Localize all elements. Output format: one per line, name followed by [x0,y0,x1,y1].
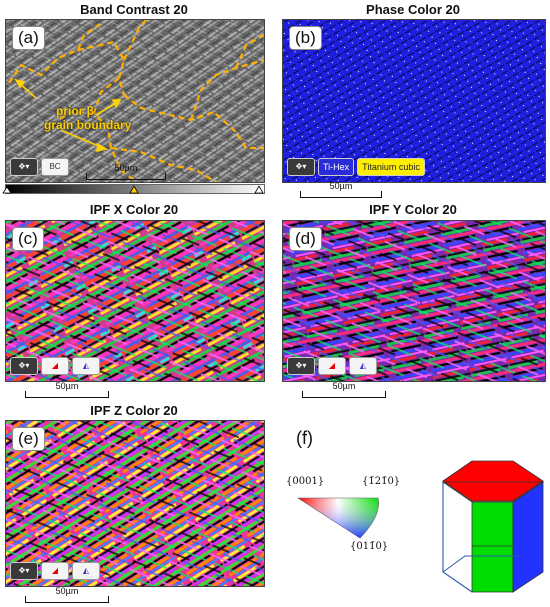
title-band-contrast: Band Contrast 20 [80,2,188,17]
phase-texture [283,20,545,182]
phase-ti-cubic-chip[interactable]: Titanium cubic [357,158,425,176]
toolbox-icon[interactable]: ✥▾ [287,357,315,375]
color-key-icon[interactable]: ◢ [41,357,69,375]
scale-bar-b: 50µm [300,181,382,198]
ipf-z-map: (e) ✥▾ ◢ ◭ [5,420,265,587]
label-0001: {0001} [286,476,325,487]
scale-label-a: 50µm [114,163,138,173]
phase-color-map: (b) ✥▾ Ti-Hex Titanium cubic [282,19,546,183]
ipf-y-texture [283,221,545,381]
toolbox-b: ✥▾ Ti-Hex Titanium cubic [287,158,425,176]
title-ipf-y: IPF Y Color 20 [369,202,457,217]
label-1210: {1̄21̄0} [362,476,401,487]
scale-bar-a: 50µm [86,163,166,180]
panel-letter-b: (b) [289,26,322,50]
band-contrast-texture [6,20,264,182]
scale-label-e: 50µm [55,586,79,596]
prior-beta-label: prior β grain boundary [44,104,131,132]
ipf-x-map: (c) ✥▾ ◢ ◭ [5,220,265,382]
scale-bar-e: 50µm [25,586,109,603]
panel-letter-f: (f) [296,428,313,448]
ipf-triangle-icon[interactable]: ◭ [349,357,377,375]
ipf-color-key [296,497,379,539]
toolbox-d: ✥▾ ◢ ◭ [287,357,377,375]
title-ipf-z: IPF Z Color 20 [90,403,178,418]
annotation-arrows [14,78,122,153]
toolbox-icon[interactable]: ✥▾ [10,158,38,176]
prior-beta-text: prior β [56,104,94,118]
scale-label-d: 50µm [332,381,356,391]
toolbox-e: ✥▾ ◢ ◭ [10,562,100,580]
prior-beta-boundaries [8,20,264,182]
colorbar-markers [2,185,264,194]
bc-chip[interactable]: BC [41,158,69,176]
color-key-icon[interactable]: ◢ [318,357,346,375]
title-phase-color: Phase Color 20 [366,2,460,17]
phase-ti-hex-chip[interactable]: Ti-Hex [318,158,355,176]
ipf-z-texture [6,421,264,586]
toolbox-icon[interactable]: ✥▾ [287,158,315,176]
title-ipf-x: IPF X Color 20 [89,202,179,217]
ipf-triangle-icon[interactable]: ◭ [72,562,100,580]
scale-bar-c: 50µm [25,381,109,398]
band-contrast-map: (a) prior β grain boundary ✥▾ BC 50µm [5,19,265,183]
scale-bar-d: 50µm [302,381,386,398]
toolbox-icon[interactable]: ✥▾ [10,357,38,375]
panel-letter-c: (c) [12,227,44,251]
hcp-prism-diagram [441,460,545,593]
scale-label-b: 50µm [329,181,353,191]
ipf-triangle-icon[interactable]: ◭ [72,357,100,375]
grain-boundary-text: grain boundary [44,118,132,132]
toolbox-icon[interactable]: ✥▾ [10,562,38,580]
ipf-y-map: (d) ✥▾ ◢ ◭ [282,220,546,382]
color-key-icon[interactable]: ◢ [41,562,69,580]
scale-label-c: 50µm [55,381,79,391]
toolbox-c: ✥▾ ◢ ◭ [10,357,100,375]
toolbox-a: ✥▾ BC [10,158,69,176]
panel-letter-d: (d) [289,227,322,251]
label-0110: {011̄0} [350,541,389,552]
ipf-x-texture [6,221,264,381]
panel-letter-a: (a) [12,26,45,50]
panel-letter-e: (e) [12,427,45,451]
